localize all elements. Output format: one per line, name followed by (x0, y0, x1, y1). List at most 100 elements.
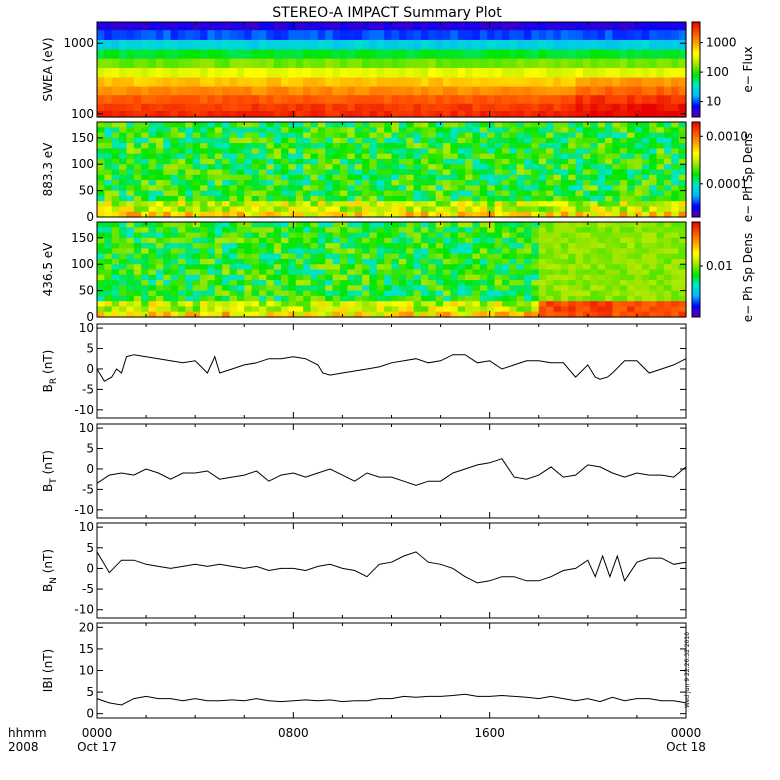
heatmap-cell (560, 258, 569, 265)
heatmap-cell (214, 274, 223, 281)
heatmap-cell (391, 122, 400, 128)
heatmap-cell (406, 295, 415, 302)
heatmap-cell (111, 295, 120, 302)
heatmap-cell (303, 137, 312, 144)
heatmap-cell (641, 132, 650, 139)
heatmap-cell (97, 86, 105, 96)
heatmap-cell (258, 137, 267, 144)
heatmap-cell (457, 222, 466, 228)
heatmap-cell (443, 164, 451, 171)
heatmap-cell (376, 306, 385, 313)
heatmap-cell (325, 58, 334, 69)
heatmap-cell (126, 158, 135, 165)
heatmap-cell (465, 201, 474, 208)
heatmap-cell (546, 264, 555, 271)
heatmap-cell (97, 158, 105, 165)
heatmap-cell (214, 306, 223, 313)
heatmap-cell (406, 237, 415, 244)
heatmap-cell (384, 68, 393, 79)
heatmap-cell (501, 290, 510, 297)
heatmap-cell (229, 227, 238, 234)
heatmap-cell (244, 49, 253, 60)
heatmap-cell (133, 127, 142, 134)
heatmap-cell (155, 86, 164, 96)
heatmap-cell (575, 68, 584, 79)
heatmap-cell (457, 227, 466, 234)
heatmap-cell (177, 306, 186, 313)
heatmap-cell (229, 295, 238, 302)
heatmap-cell (553, 243, 562, 249)
heatmap-cell (479, 185, 488, 192)
heatmap-cell (435, 153, 444, 160)
heatmap-cell (619, 164, 628, 171)
heatmap-cell (465, 164, 474, 171)
heatmap-cell (479, 127, 488, 134)
heatmap-cell (634, 148, 643, 155)
heatmap-cell (111, 58, 120, 69)
heatmap-cell (656, 206, 665, 213)
heatmap-cell (612, 274, 621, 281)
heatmap-cell (339, 295, 348, 302)
heatmap-cell (126, 227, 135, 234)
heatmap-cell (111, 86, 120, 96)
heatmap-cell (524, 290, 532, 297)
heatmap-cell (560, 290, 569, 297)
heatmap-cell (538, 127, 547, 134)
heatmap-cell (310, 243, 319, 249)
heatmap-cell (479, 211, 488, 218)
heatmap-cell (516, 290, 525, 297)
heatmap-cell (133, 132, 142, 139)
heatmap-cell (494, 280, 503, 286)
heatmap-cell (163, 153, 172, 160)
heatmap-cell (384, 206, 393, 213)
heatmap-cell (281, 285, 290, 292)
heatmap-cell (236, 222, 245, 228)
heatmap-cell (641, 295, 650, 302)
heatmap-cell (575, 95, 584, 105)
heatmap-cell (457, 158, 466, 165)
heatmap-cell (553, 148, 562, 155)
heatmap-cell (398, 285, 407, 292)
heatmap-cell (170, 211, 179, 218)
heatmap-cell (163, 169, 172, 176)
heatmap-cell (612, 290, 621, 297)
heatmap-cell (501, 127, 510, 134)
heatmap-cell (524, 68, 532, 79)
heatmap-cell (236, 301, 245, 308)
heatmap-cell (369, 137, 378, 144)
heatmap-cell (641, 103, 650, 112)
heatmap-cell (192, 30, 201, 41)
heatmap-cell (339, 185, 348, 192)
heatmap-cell (649, 22, 658, 31)
heatmap-cell (516, 269, 525, 276)
heatmap-cell (457, 86, 466, 96)
heatmap-cell (288, 269, 297, 276)
heatmap-cell (656, 274, 665, 281)
heatmap-cell (200, 137, 209, 144)
heatmap-cell (133, 237, 142, 244)
heatmap-cell (273, 290, 282, 297)
heatmap-cell (332, 68, 341, 79)
heatmap-cell (568, 77, 577, 88)
heatmap-cell (369, 174, 378, 181)
heatmap-cell (111, 158, 120, 165)
heatmap-cell (236, 153, 245, 160)
heatmap-cell (126, 290, 135, 297)
heatmap-cell (649, 195, 658, 202)
heatmap-cell (487, 232, 496, 239)
heatmap-cell (104, 174, 113, 181)
heatmap-cell (538, 306, 547, 313)
heatmap-cell (538, 227, 547, 234)
heatmap-cell (369, 237, 378, 244)
heatmap-cell (656, 122, 665, 128)
heatmap-cell (251, 164, 260, 171)
heatmap-cell (450, 185, 459, 192)
heatmap-cell (141, 285, 150, 292)
heatmap-cell (310, 153, 319, 160)
heatmap-cell (553, 248, 562, 255)
heatmap-cell (553, 280, 562, 286)
heatmap-cell (605, 49, 613, 60)
heatmap-cell (472, 86, 481, 96)
heatmap-cell (406, 30, 415, 41)
heatmap-cell (575, 264, 584, 271)
